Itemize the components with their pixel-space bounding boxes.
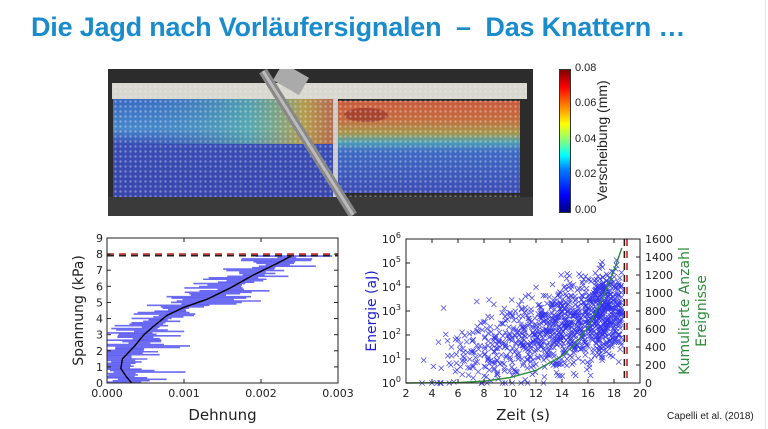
svg-text:2: 2 bbox=[403, 387, 410, 400]
svg-text:16: 16 bbox=[581, 387, 595, 400]
svg-text:Kumulierte Anzahl: Kumulierte Anzahl bbox=[677, 247, 693, 375]
svg-text:102: 102 bbox=[382, 327, 401, 342]
svg-text:600: 600 bbox=[645, 323, 666, 336]
svg-text:Energie (aJ): Energie (aJ) bbox=[364, 270, 380, 351]
colorbar-tick: 0.02 bbox=[575, 168, 597, 180]
colorbar-tick: 0.00 bbox=[575, 204, 597, 216]
svg-text:20: 20 bbox=[633, 387, 647, 400]
svg-text:0.002: 0.002 bbox=[245, 387, 277, 400]
svg-text:5: 5 bbox=[96, 296, 103, 309]
svg-text:6: 6 bbox=[96, 280, 103, 293]
svg-text:10: 10 bbox=[503, 387, 517, 400]
colorbar-tick: 0.08 bbox=[575, 62, 597, 74]
svg-text:400: 400 bbox=[645, 341, 666, 354]
svg-text:8: 8 bbox=[481, 387, 488, 400]
svg-text:8: 8 bbox=[96, 248, 103, 261]
colorbar-tick: 0.04 bbox=[575, 133, 597, 145]
svg-text:0.000: 0.000 bbox=[91, 387, 123, 400]
svg-text:Dehnung: Dehnung bbox=[188, 406, 256, 424]
colorbar-tick: 0.06 bbox=[575, 97, 597, 109]
colorbar bbox=[559, 69, 571, 213]
svg-text:1400: 1400 bbox=[645, 251, 673, 264]
svg-text:2: 2 bbox=[96, 345, 103, 358]
shear-box-photo bbox=[108, 69, 533, 216]
svg-text:103: 103 bbox=[382, 303, 401, 318]
svg-text:0.003: 0.003 bbox=[322, 387, 354, 400]
svg-text:104: 104 bbox=[382, 279, 401, 294]
svg-text:Ereignisse: Ereignisse bbox=[694, 275, 710, 347]
svg-text:1000: 1000 bbox=[645, 287, 673, 300]
svg-text:0: 0 bbox=[96, 377, 103, 390]
svg-text:101: 101 bbox=[382, 351, 401, 366]
svg-text:106: 106 bbox=[382, 231, 401, 246]
svg-text:1: 1 bbox=[96, 361, 103, 374]
svg-text:7: 7 bbox=[96, 264, 103, 277]
svg-text:1600: 1600 bbox=[645, 233, 673, 246]
svg-text:200: 200 bbox=[645, 359, 666, 372]
svg-text:800: 800 bbox=[645, 305, 666, 318]
svg-text:18: 18 bbox=[607, 387, 621, 400]
svg-text:14: 14 bbox=[555, 387, 569, 400]
svg-text:9: 9 bbox=[96, 232, 103, 245]
slide-title: Die Jagd nach Vorläufersignalen – Das Kn… bbox=[31, 12, 686, 42]
slide-edge bbox=[765, 0, 766, 429]
svg-text:12: 12 bbox=[529, 387, 543, 400]
svg-text:Spannung (kPa): Spannung (kPa) bbox=[71, 255, 87, 366]
source-citation: Capelli et al. (2018) bbox=[667, 411, 754, 422]
svg-text:3: 3 bbox=[96, 329, 103, 342]
energy-time-chart: 1001011021031041051060200400600800100012… bbox=[364, 231, 710, 424]
colorbar-label: Verscheibung (mm) bbox=[594, 80, 610, 202]
svg-text:4: 4 bbox=[96, 313, 103, 326]
svg-text:105: 105 bbox=[382, 255, 401, 270]
svg-text:0.001: 0.001 bbox=[168, 387, 200, 400]
stress-strain-chart: 0 1 2 3 4 5 6 7 8 9 0.000 0.001 0.002 0.003 Dehnung Spa… bbox=[71, 232, 354, 424]
svg-text:100: 100 bbox=[382, 375, 401, 390]
svg-text:1200: 1200 bbox=[645, 269, 673, 282]
svg-text:6: 6 bbox=[455, 387, 462, 400]
svg-text:Zeit (s): Zeit (s) bbox=[496, 406, 550, 424]
svg-text:4: 4 bbox=[429, 387, 436, 400]
svg-text:0: 0 bbox=[645, 377, 652, 390]
